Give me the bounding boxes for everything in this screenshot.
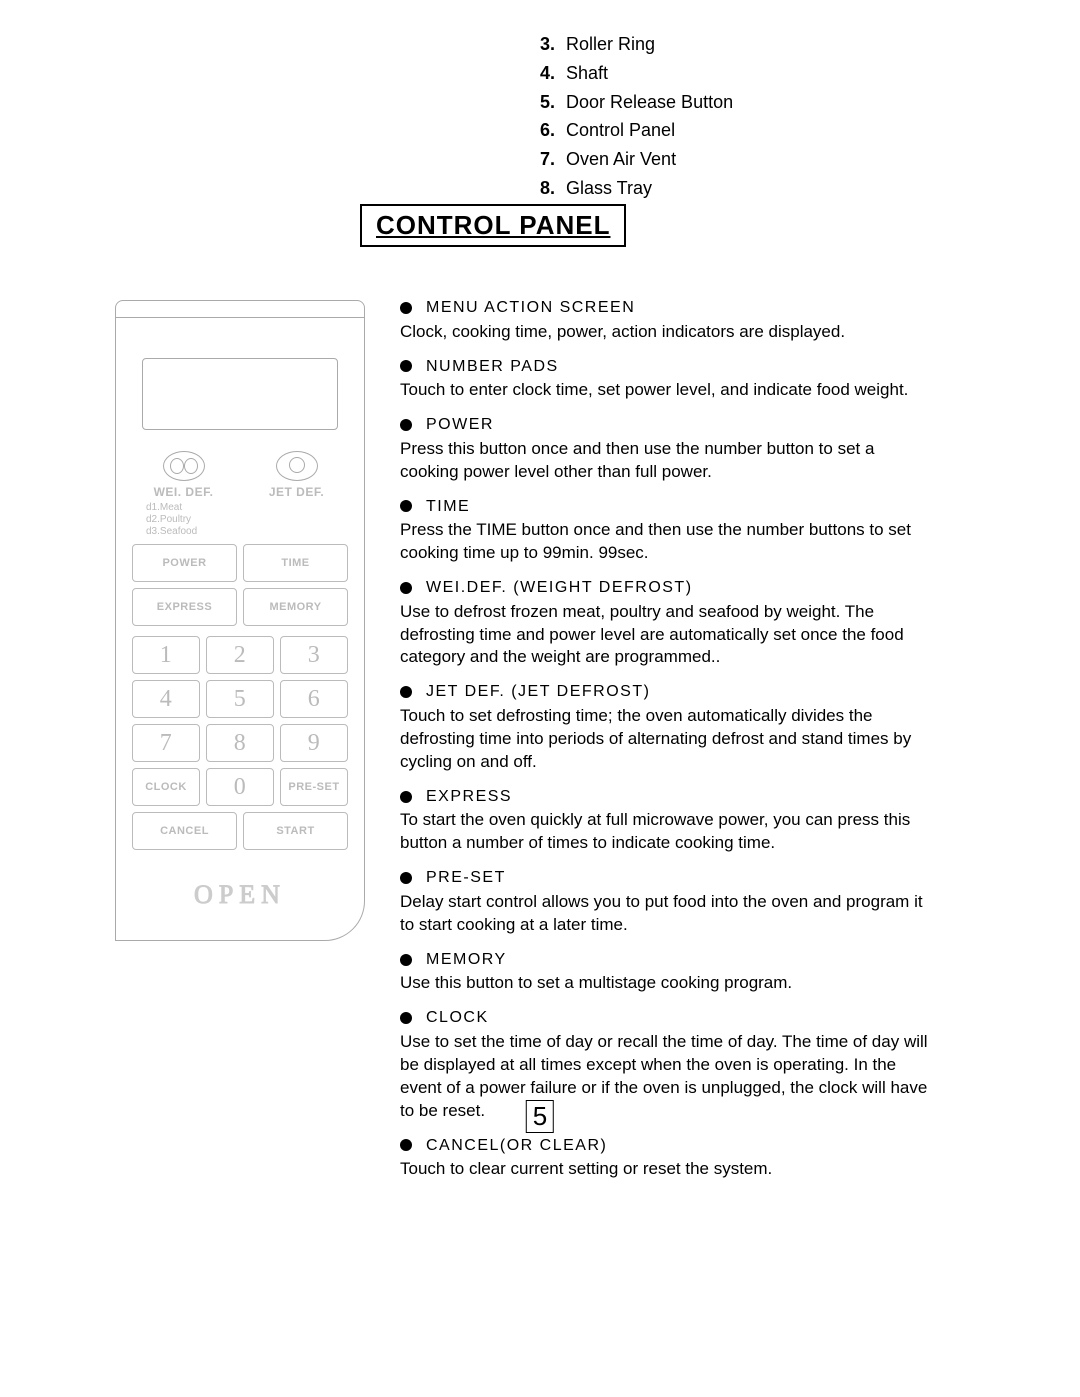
- keypad-7[interactable]: 7: [132, 724, 200, 762]
- keypad-9[interactable]: 9: [280, 724, 348, 762]
- memory-button[interactable]: MEMORY: [243, 588, 348, 626]
- desc-jet-def: JET DEF. (JET DEFROST) Touch to set defr…: [400, 681, 930, 773]
- power-button[interactable]: POWER: [132, 544, 237, 582]
- parts-item: 6.Control Panel: [540, 116, 733, 145]
- bullet-icon: [400, 1139, 412, 1151]
- express-button[interactable]: EXPRESS: [132, 588, 237, 626]
- jet-def-icon: [276, 451, 318, 481]
- clock-button[interactable]: CLOCK: [132, 768, 200, 806]
- parts-item: 3.Roller Ring: [540, 30, 733, 59]
- desc-menu-action-screen: MENU ACTION SCREEN Clock, cooking time, …: [400, 297, 930, 344]
- defrost-row: WEI. DEF. JET DEF.: [126, 450, 354, 500]
- keypad-6[interactable]: 6: [280, 680, 348, 718]
- keypad-2[interactable]: 2: [206, 636, 274, 674]
- desc-preset: PRE-SET Delay start control allows you t…: [400, 867, 930, 936]
- section-heading: CONTROL PANEL: [360, 204, 626, 247]
- desc-express: EXPRESS To start the oven quickly at ful…: [400, 786, 930, 855]
- keypad-4[interactable]: 4: [132, 680, 200, 718]
- parts-item: 7.Oven Air Vent: [540, 145, 733, 174]
- bullet-icon: [400, 582, 412, 594]
- cancel-button[interactable]: CANCEL: [132, 812, 237, 850]
- desc-wei-def: WEI.DEF. (WEIGHT DEFROST) Use to defrost…: [400, 577, 930, 669]
- preset-button[interactable]: PRE-SET: [280, 768, 348, 806]
- menu-action-screen: [142, 358, 338, 430]
- bullet-icon: [400, 954, 412, 966]
- desc-cancel: CANCEL(OR CLEAR) Touch to clear current …: [400, 1135, 930, 1182]
- bullet-icon: [400, 1012, 412, 1024]
- desc-clock: CLOCK Use to set the time of day or reca…: [400, 1007, 930, 1122]
- descriptions: MENU ACTION SCREEN Clock, cooking time, …: [400, 297, 930, 1193]
- keypad-0[interactable]: 0: [206, 768, 274, 806]
- desc-time: TIME Press the TIME button once and then…: [400, 496, 930, 565]
- desc-memory: MEMORY Use this button to set a multista…: [400, 949, 930, 996]
- parts-list: 3.Roller Ring 4.Shaft 5.Door Release But…: [540, 30, 733, 203]
- defrost-sub-list: d1.Meat d2.Poultry d3.Seafood: [126, 502, 354, 538]
- open-button[interactable]: OPEN: [126, 880, 354, 910]
- parts-item: 8.Glass Tray: [540, 174, 733, 203]
- keypad-1[interactable]: 1: [132, 636, 200, 674]
- number-pad: 1 2 3 4 5 6 7 8 9 CLOCK 0 PRE-SET: [132, 636, 348, 806]
- control-panel-diagram: WEI. DEF. JET DEF. d1.Meat d2.Poultry d3…: [115, 300, 365, 941]
- wei-def-icon: [163, 451, 205, 481]
- manual-page: 3.Roller Ring 4.Shaft 5.Door Release But…: [0, 0, 1080, 60]
- bullet-icon: [400, 302, 412, 314]
- start-button[interactable]: START: [243, 812, 348, 850]
- desc-power: POWER Press this button once and then us…: [400, 414, 930, 483]
- parts-item: 4.Shaft: [540, 59, 733, 88]
- wei-def-section: WEI. DEF.: [127, 451, 240, 499]
- bullet-icon: [400, 500, 412, 512]
- parts-item: 5.Door Release Button: [540, 88, 733, 117]
- keypad-3[interactable]: 3: [280, 636, 348, 674]
- bullet-icon: [400, 872, 412, 884]
- panel-outline: WEI. DEF. JET DEF. d1.Meat d2.Poultry d3…: [115, 300, 365, 941]
- keypad-5[interactable]: 5: [206, 680, 274, 718]
- page-number: 5: [526, 1100, 554, 1133]
- bullet-icon: [400, 686, 412, 698]
- bullet-icon: [400, 419, 412, 431]
- time-button[interactable]: TIME: [243, 544, 348, 582]
- desc-number-pads: NUMBER PADS Touch to enter clock time, s…: [400, 356, 930, 403]
- bullet-icon: [400, 360, 412, 372]
- bullet-icon: [400, 791, 412, 803]
- panel-top-divider: [116, 301, 364, 318]
- keypad-8[interactable]: 8: [206, 724, 274, 762]
- jet-def-section: JET DEF.: [240, 451, 353, 499]
